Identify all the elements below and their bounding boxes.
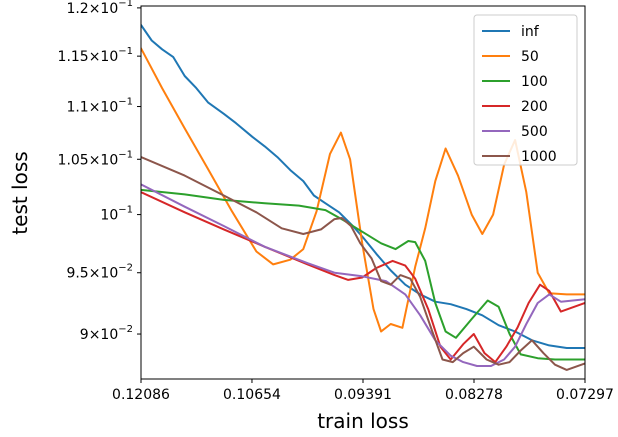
x-tick-label: 0.08278 (445, 387, 503, 403)
x-tick-label: 0.12086 (112, 387, 170, 403)
series-line-1000 (141, 156, 585, 371)
y-tick-label: 1.1×10−1 (66, 97, 133, 116)
y-tick-label: 10−1 (100, 205, 133, 224)
y-tick-label: 9×10−2 (80, 324, 133, 343)
series-line-inf (141, 24, 585, 349)
y-axis: 1.2×10−1 1.15×10−1 1.1×10−1 1.05×10−1 10−1 9.… (58, 0, 141, 343)
legend-label: 1000 (521, 149, 557, 165)
x-tick-label: 0.09391 (334, 387, 392, 403)
legend-box (473, 14, 578, 166)
legend: inf 50 100 200 500 1000 (473, 14, 578, 166)
legend-label: 50 (521, 49, 539, 65)
x-axis-label: train loss (317, 409, 409, 433)
y-tick-label: 9.5×10−2 (66, 263, 133, 282)
y-tick-label: 1.2×10−1 (66, 0, 133, 17)
x-tick-label: 0.10654 (223, 387, 281, 403)
legend-label: 100 (521, 74, 548, 90)
y-axis-label: test loss (8, 151, 32, 234)
y-tick-label: 1.05×10−1 (58, 149, 133, 168)
series-layer (141, 24, 585, 371)
series-line-200 (141, 191, 585, 364)
legend-label: 500 (521, 124, 548, 140)
legend-label: 200 (521, 99, 548, 115)
x-axis: 0.12086 0.10654 0.09391 0.08278 0.07297 (112, 379, 614, 403)
series-line-500 (141, 183, 585, 367)
x-tick-label: 0.07297 (556, 387, 614, 403)
legend-label: inf (521, 24, 540, 40)
y-tick-label: 1.15×10−1 (58, 46, 133, 65)
